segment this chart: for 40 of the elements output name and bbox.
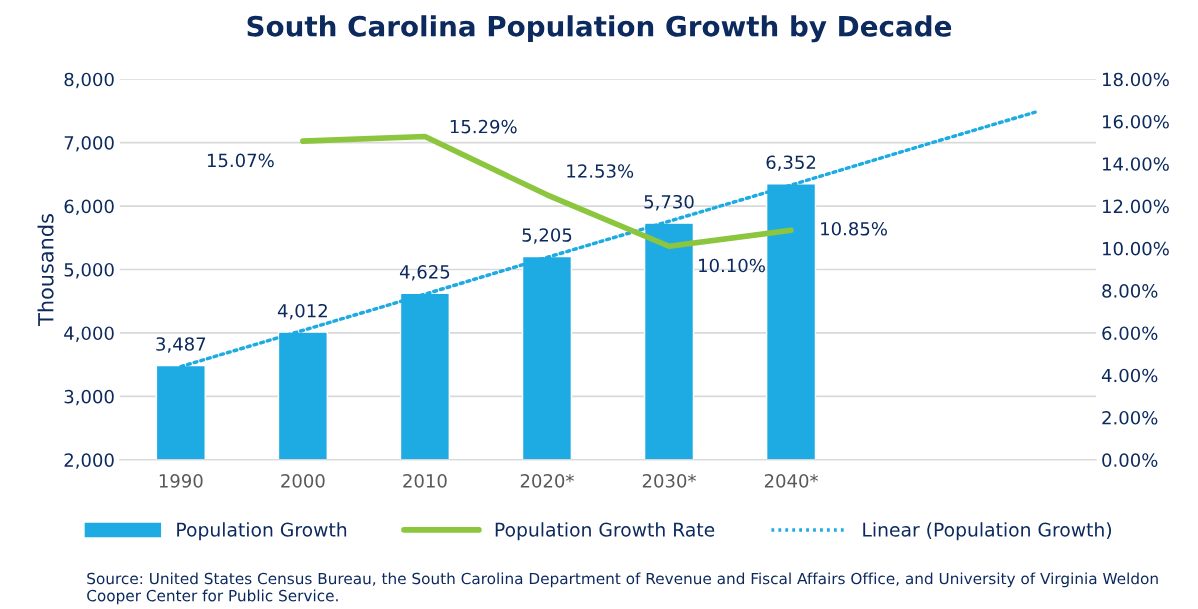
y-tick-label: 5,000 xyxy=(64,262,114,279)
x-tick-label: 2020* xyxy=(520,474,574,488)
y-tick-label: 8,000 xyxy=(64,72,114,89)
y2-tick-label: 12.00% xyxy=(1103,199,1169,214)
data-label: 15.07% xyxy=(207,153,274,168)
data-label: 6,352 xyxy=(766,155,816,171)
data-label: 3,487 xyxy=(156,337,206,353)
y2-tick-label: 14.00% xyxy=(1103,157,1169,171)
data-label: 4,625 xyxy=(399,265,450,281)
x-tick-label: 2010 xyxy=(403,474,447,488)
data-label: 15.29% xyxy=(450,119,517,134)
y2-tick-label: 18.00% xyxy=(1103,72,1169,87)
data-label: 5,205 xyxy=(522,228,572,244)
y-tick-label: 7,000 xyxy=(64,136,114,152)
x-tick-label: 2040* xyxy=(764,474,818,488)
y-axis-title: Thousands xyxy=(37,214,54,326)
x-tick-label: 2000 xyxy=(281,474,325,488)
legend-label: Linear (Population Growth) xyxy=(863,522,1112,541)
y2-tick-label: 8.00% xyxy=(1102,284,1158,298)
data-label: 12.53% xyxy=(567,164,634,178)
data-label: 4,012 xyxy=(277,303,327,320)
legend-label: Population Growth xyxy=(177,522,347,541)
x-tick-label: 2030* xyxy=(642,474,696,488)
y-tick-label: 6,000 xyxy=(64,199,114,215)
y2-tick-label: 6.00% xyxy=(1102,326,1158,341)
y-tick-label: 4,000 xyxy=(64,326,114,342)
x-tick-label: 1990 xyxy=(159,474,203,488)
y2-tick-label: 2.00% xyxy=(1102,410,1158,425)
y2-tick-label: 16.00% xyxy=(1103,114,1169,129)
legend-label: Population Growth Rate xyxy=(495,522,715,541)
data-label: 10.10% xyxy=(699,258,765,273)
y2-tick-label: 10.00% xyxy=(1103,241,1169,256)
y-tick-label: 3,000 xyxy=(64,389,114,406)
source-note: Source: United States Census Bureau, the South Carolina Department of Revenue and Fiscal Affairs Office, and University of Virginia Weldon Cooper Center for Public Service. xyxy=(87,572,1158,605)
data-label: 10.85% xyxy=(821,221,887,236)
chart-title: South Carolina Population Growth by Decade xyxy=(247,15,952,43)
y-tick-label: 2,000 xyxy=(64,453,114,469)
y2-tick-label: 4.00% xyxy=(1101,368,1158,383)
data-label: 5,730 xyxy=(644,194,694,211)
y2-tick-label: 0.00% xyxy=(1102,453,1158,467)
